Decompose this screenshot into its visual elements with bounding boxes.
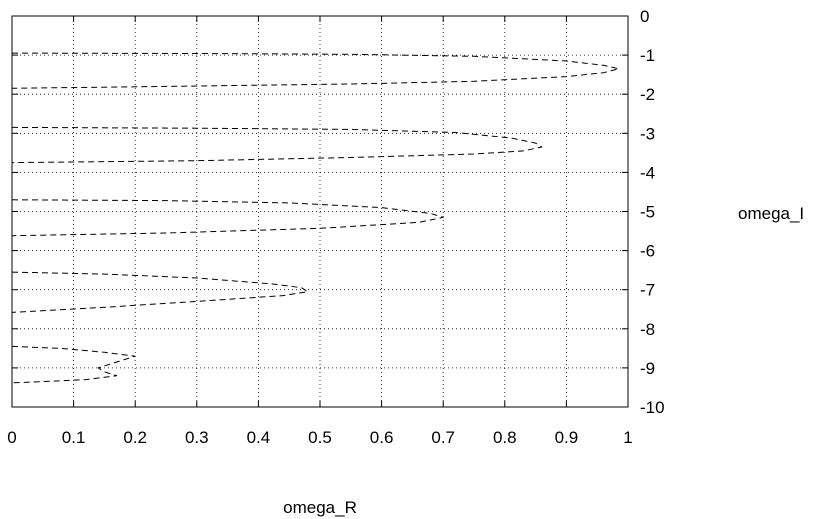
y-axis-title: omega_I [738,204,804,223]
y-tick-label: -4 [640,163,655,182]
x-tick-label: 0 [7,428,16,447]
y-tick-labels: 0 -1 -2 -3 -4 -5 -6 -7 -8 -9 -10 [640,7,665,417]
x-tick-label: 0.2 [123,428,147,447]
x-tick-label: 0.3 [185,428,209,447]
y-tick-label: -5 [640,203,655,222]
x-tick-labels: 0 0.1 0.2 0.3 0.4 0.5 0.6 0.7 0.8 0.9 1 [7,428,632,447]
x-tick-label: 0.8 [493,428,517,447]
y-tick-label: -9 [640,359,655,378]
grid [12,16,628,407]
series-line-1 [11,52,620,89]
x-tick-label: 0.1 [62,428,86,447]
y-tick-label: -1 [640,46,655,65]
x-axis-title: omega_R [283,498,357,517]
y-tick-label: -8 [640,320,655,339]
x-tick-label: 0.9 [555,428,579,447]
y-tick-label: -10 [640,398,665,417]
y-tick-label: -2 [640,85,655,104]
x-tick-label: 0.4 [247,428,271,447]
x-tick-label: 0.6 [370,428,394,447]
y-tick-label: 0 [640,7,649,26]
y-tick-label: -3 [640,124,655,143]
series [11,52,620,384]
series-line-4 [11,271,309,313]
series-line-3 [11,199,444,237]
x-tick-label: 1 [623,428,632,447]
y-tick-label: -6 [640,242,655,261]
ticks [11,15,629,408]
y-tick-label: -7 [640,281,655,300]
x-tick-label: 0.7 [431,428,455,447]
x-tick-label: 0.5 [308,428,332,447]
series-line-5 [11,345,136,384]
series-line-2 [11,126,543,164]
